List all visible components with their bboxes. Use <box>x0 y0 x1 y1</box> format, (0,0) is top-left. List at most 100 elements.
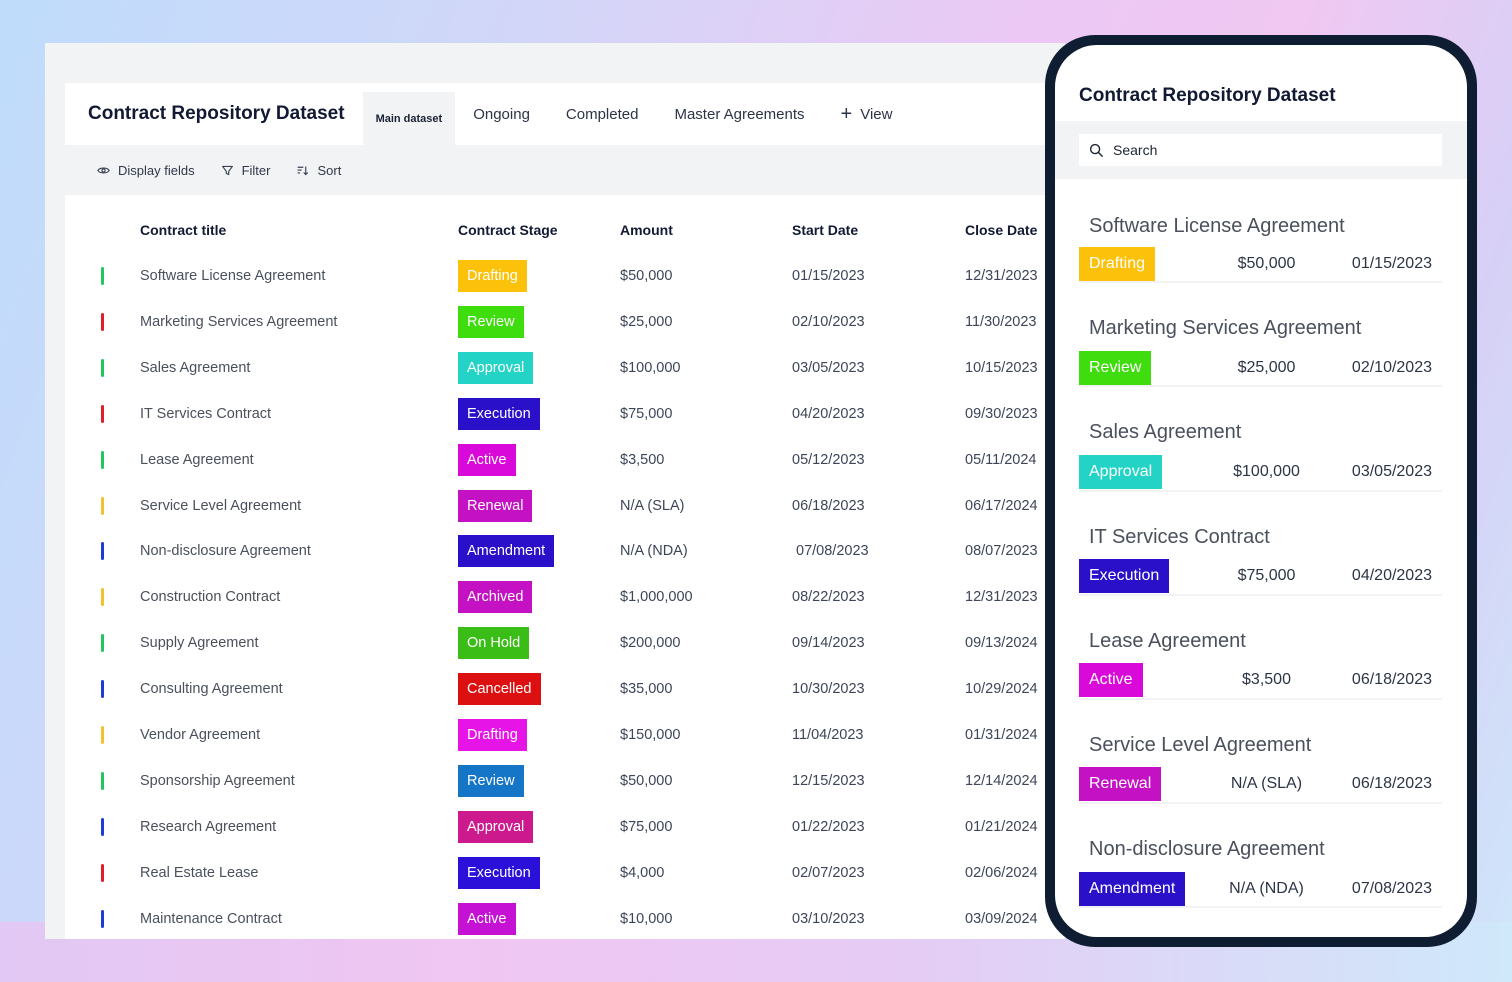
table-row[interactable]: Non-disclosure Agreement Amendment N/A (ND… <box>65 528 1065 574</box>
contract-title: Lease Agreement <box>140 451 254 468</box>
mobile-search-bar: Search <box>1055 121 1467 179</box>
table-row[interactable]: IT Services Contract Execution $75,000 04/2… <box>65 391 1065 437</box>
search-input[interactable]: Search <box>1079 134 1442 166</box>
stage-badge: Active <box>1079 663 1143 698</box>
stage-badge: Renewal <box>1079 767 1162 802</box>
search-placeholder: Search <box>1113 142 1158 158</box>
contract-title: Software License Agreement <box>140 268 326 284</box>
column-header-stage[interactable]: Contract Stage <box>458 222 558 238</box>
start-date: 03/05/2023 <box>792 359 865 376</box>
column-header-title[interactable]: Contract title <box>140 222 227 238</box>
card-date: 02/10/2023 <box>1351 358 1432 376</box>
tab-main-dataset[interactable]: Main dataset <box>362 92 456 145</box>
stage-badge: Active <box>458 902 516 935</box>
start-date: 01/22/2023 <box>792 818 865 835</box>
table-row[interactable]: Service Level Agreement Renewal N/A (SLA) 0… <box>65 483 1065 529</box>
card-amount: $50,000 <box>1237 254 1296 272</box>
close-date: 03/09/2024 <box>965 910 1038 927</box>
amount: $75,000 <box>620 818 673 835</box>
start-date: 04/20/2023 <box>792 405 865 422</box>
filter-icon <box>221 165 233 175</box>
contract-card[interactable]: Sales Agreement Approval $100,000 03/05/202… <box>1079 387 1442 492</box>
table-row[interactable]: Supply Agreement On Hold $200,000 09/14/202… <box>65 620 1065 666</box>
table-header: Contract title Contract Stage Amount Sta… <box>65 207 1065 253</box>
contract-title: Marketing Services Agreement <box>140 313 338 330</box>
table-row[interactable]: Marketing Services Agreement Review $25,00… <box>65 299 1065 345</box>
contract-card[interactable]: IT Services Contract Execution $75,000 04/2… <box>1079 492 1442 596</box>
header-bar: Contract Repository Dataset Main dataset… <box>65 83 1065 145</box>
contract-card[interactable]: Lease Agreement Active $3,500 06/18/2023 <box>1079 596 1442 700</box>
filter-button[interactable]: Filter <box>221 163 270 178</box>
tab-master-agreements[interactable]: Master Agreements <box>674 105 805 123</box>
table-row[interactable]: Sales Agreement Approval $100,000 03/05/202… <box>65 345 1065 391</box>
start-date: 08/22/2023 <box>792 589 865 606</box>
table-row[interactable]: Sponsorship Agreement Review $50,000 12/15/… <box>65 758 1065 804</box>
contract-card[interactable]: Service Level Agreement Renewal N/A (SLA) 0… <box>1079 700 1442 805</box>
column-header-close-date[interactable]: Close Date <box>965 222 1038 238</box>
row-indicator <box>101 450 104 469</box>
card-title: Software License Agreement <box>1089 215 1345 237</box>
row-indicator <box>101 404 104 423</box>
contract-title: Sales Agreement <box>140 359 251 376</box>
close-date: 10/15/2023 <box>965 359 1038 376</box>
row-indicator <box>101 542 104 561</box>
card-title: Lease Agreement <box>1089 629 1246 652</box>
contract-title: Service Level Agreement <box>140 497 302 514</box>
phone-screen: Contract Repository Dataset Search Softw… <box>1055 45 1467 937</box>
close-date: 10/29/2024 <box>965 681 1038 698</box>
table-row[interactable]: Software License Agreement Drafting $50,00… <box>65 253 1065 299</box>
contract-card[interactable]: Non-disclosure Agreement Amendment N/A (ND… <box>1079 804 1442 909</box>
close-date: 11/30/2023 <box>965 313 1037 330</box>
stage-badge: Execution <box>1079 559 1170 594</box>
table-row[interactable]: Maintenance Contract Active $10,000 03/10/2… <box>65 896 1065 939</box>
row-indicator <box>101 817 104 836</box>
table-row[interactable]: Vendor Agreement Drafting $150,000 11/04/20… <box>65 712 1065 758</box>
display-fields-label: Display fields <box>118 162 195 178</box>
close-date: 09/13/2024 <box>965 635 1038 652</box>
stage-badge: Cancelled <box>458 673 541 706</box>
eye-icon <box>97 166 110 174</box>
close-date: 08/07/2023 <box>965 543 1038 560</box>
display-fields-button[interactable]: Display fields <box>97 163 195 178</box>
tab-ongoing[interactable]: Ongoing <box>473 105 530 123</box>
stage-badge: Archived <box>458 581 533 614</box>
sort-button[interactable]: Sort <box>296 163 341 178</box>
amount: $150,000 <box>620 727 681 743</box>
table-row[interactable]: Lease Agreement Active $3,500 05/12/2023 05/… <box>65 437 1065 483</box>
table-row[interactable]: Consulting Agreement Cancelled $35,000 10/3… <box>65 666 1065 712</box>
table-row[interactable]: Construction Contract Archived $1,000,000 0… <box>65 574 1065 620</box>
stage-badge: Approval <box>1079 454 1163 489</box>
row-indicator <box>101 496 104 515</box>
row-indicator <box>101 312 104 331</box>
card-amount: $75,000 <box>1237 567 1296 585</box>
add-view-button[interactable]: + View <box>823 83 911 145</box>
amount: $4,000 <box>620 864 665 881</box>
start-date: 01/15/2023 <box>792 268 865 284</box>
close-date: 02/06/2024 <box>965 864 1038 881</box>
mobile-contract-list: Software License Agreement Drafting $50,00… <box>1079 179 1442 909</box>
table-row[interactable]: Research Agreement Approval $75,000 01/22/2… <box>65 804 1065 850</box>
card-date: 01/15/2023 <box>1351 254 1432 272</box>
amount: $100,000 <box>620 359 681 376</box>
add-view-label: View <box>860 105 893 123</box>
table-row[interactable]: Real Estate Lease Execution $4,000 02/07/20… <box>65 850 1065 896</box>
card-date: 06/18/2023 <box>1351 775 1432 793</box>
row-indicator <box>101 863 104 882</box>
sort-label: Sort <box>317 162 342 178</box>
contract-card[interactable]: Marketing Services Agreement Review $25,00… <box>1079 283 1442 388</box>
toolbar: Display fields Filter Sort <box>65 145 1065 195</box>
start-date: 05/12/2023 <box>792 451 865 468</box>
tab-completed[interactable]: Completed <box>565 105 639 123</box>
contract-title: Vendor Agreement <box>140 727 261 743</box>
row-indicator <box>101 909 104 928</box>
amount: $75,000 <box>620 405 673 422</box>
contract-card[interactable]: Software License Agreement Drafting $50,00… <box>1079 179 1442 284</box>
start-date: 09/14/2023 <box>792 635 865 652</box>
column-header-amount[interactable]: Amount <box>620 222 673 238</box>
card-amount: $3,500 <box>1242 671 1291 689</box>
row-indicator <box>101 726 104 744</box>
column-header-start-date[interactable]: Start Date <box>792 222 859 238</box>
amount: $50,000 <box>620 268 673 284</box>
row-indicator <box>101 588 104 607</box>
stage-badge: Approval <box>458 810 534 843</box>
